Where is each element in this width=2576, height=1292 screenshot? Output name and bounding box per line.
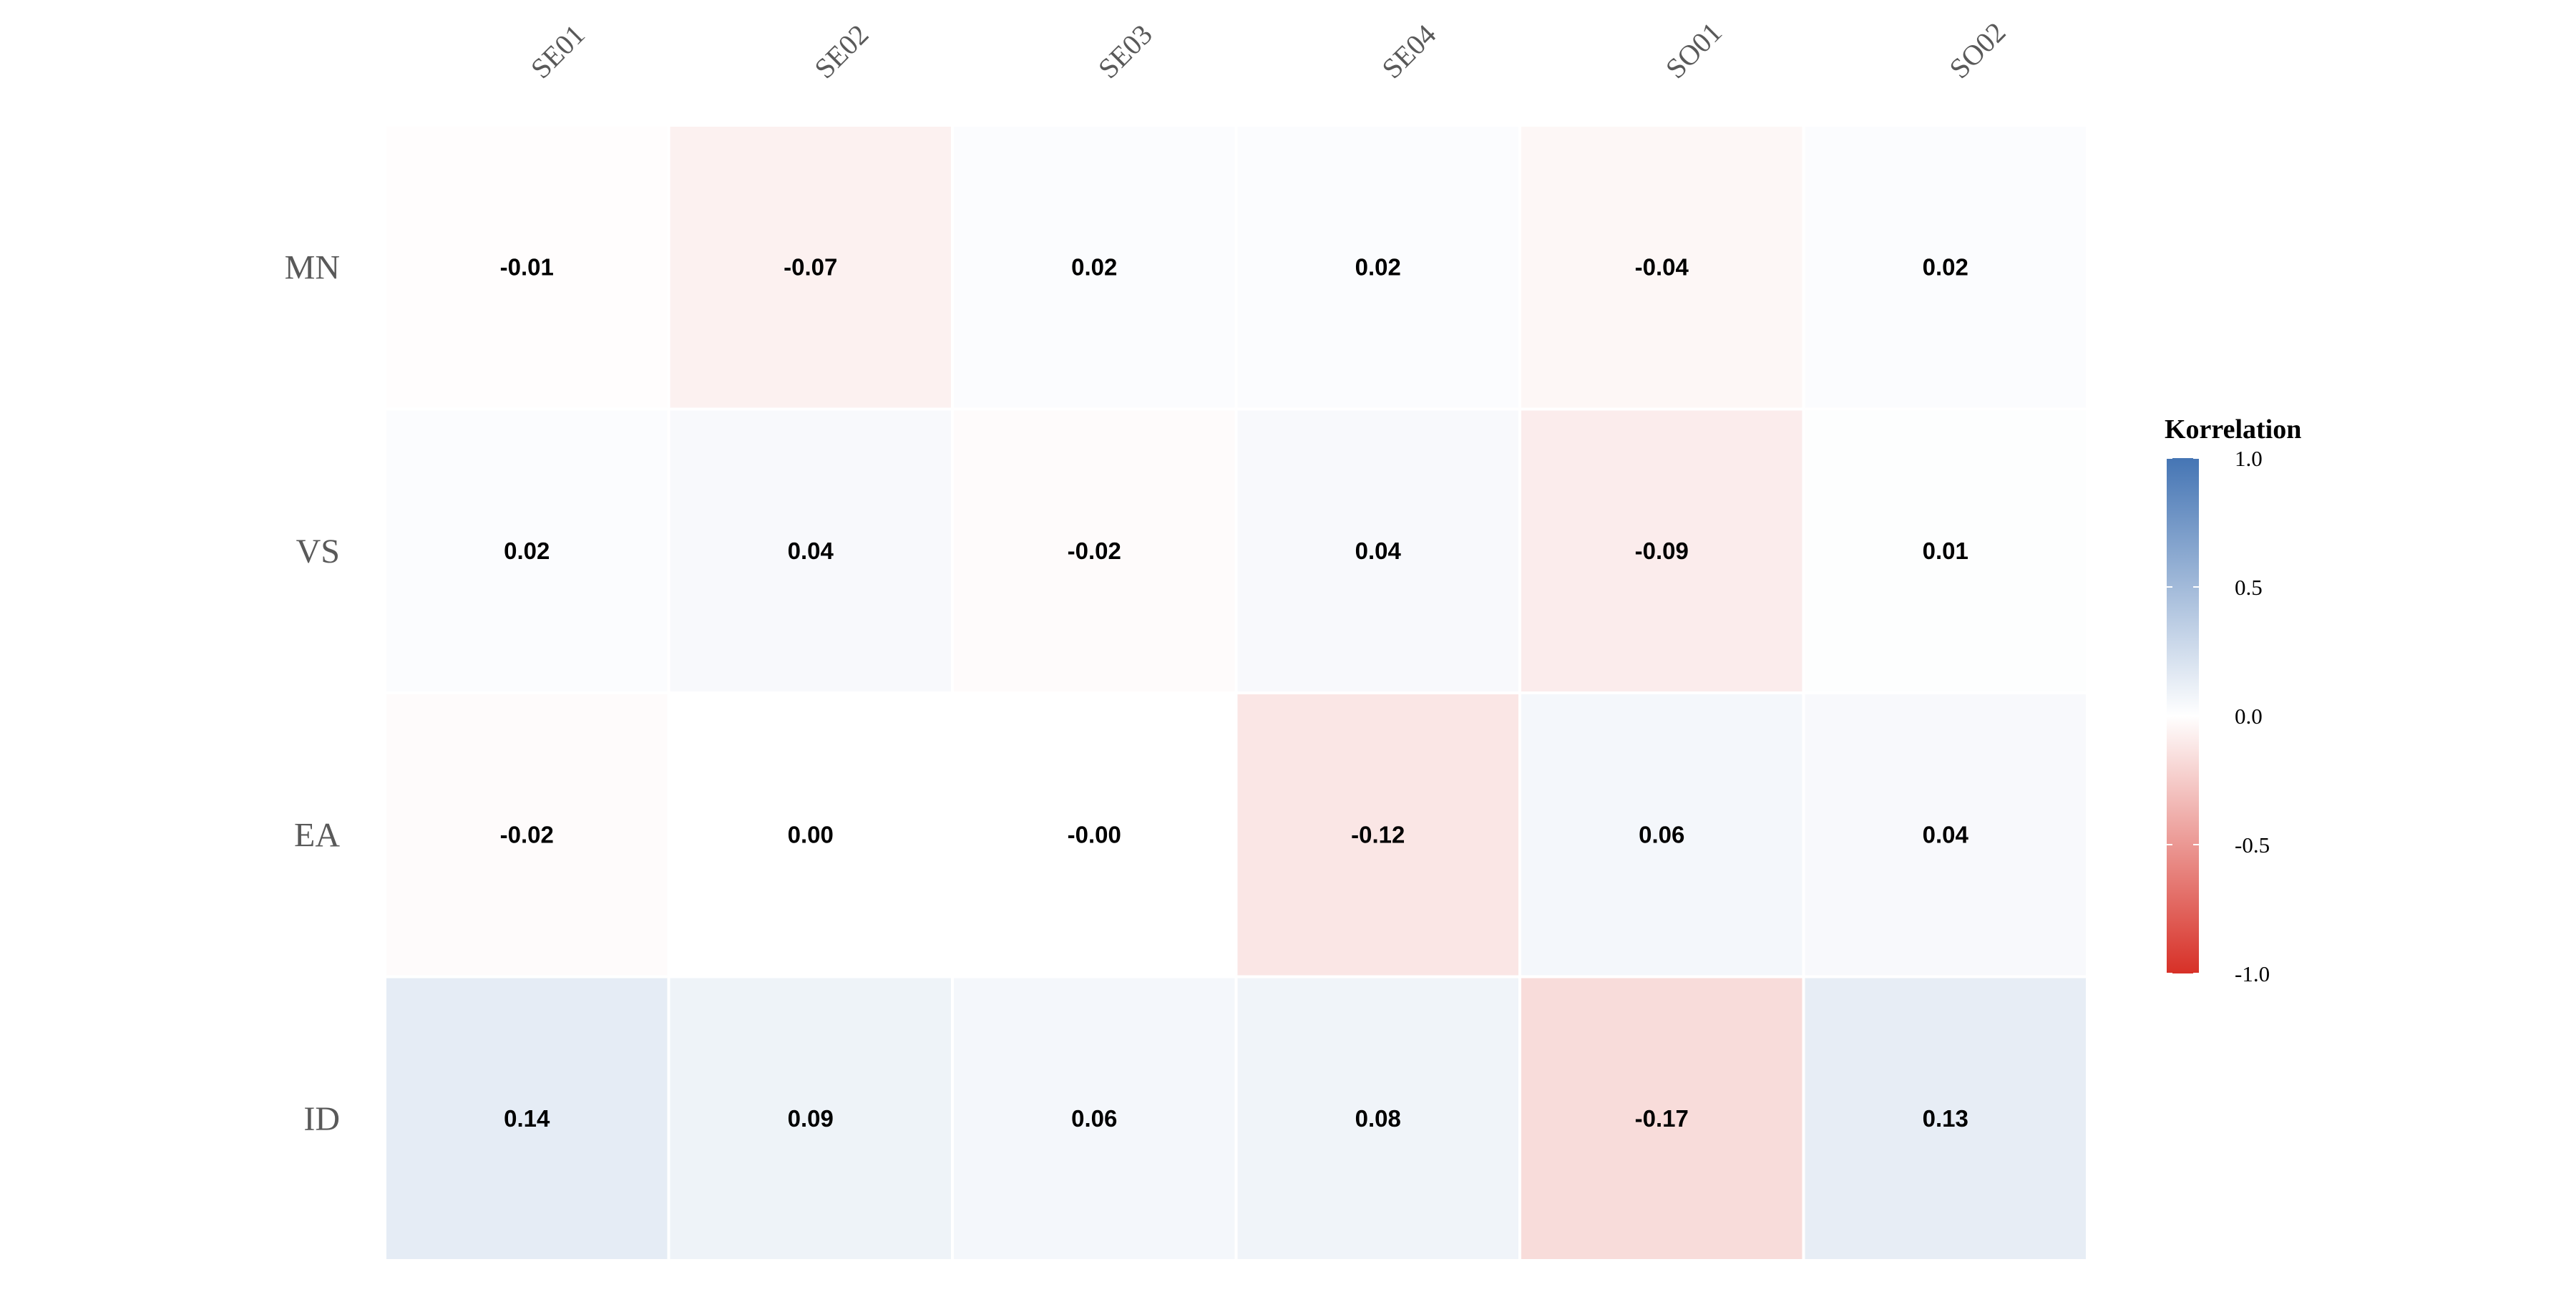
cell-value-label: -0.02 bbox=[500, 821, 554, 847]
x-tick-label: SE02 bbox=[808, 18, 874, 84]
cell-value-label: 0.13 bbox=[1923, 1105, 1968, 1132]
heatmap-cell-id-se04 bbox=[1237, 978, 1518, 1259]
heatmap-cell-ea-so01 bbox=[1521, 694, 1802, 976]
x-axis: SE01 SE02 SE03 SE04 SO01 SO02 bbox=[525, 16, 2012, 84]
cell-value-label: 0.02 bbox=[504, 538, 550, 564]
cell-value-label: 0.06 bbox=[1639, 821, 1684, 847]
legend-tick-label: -1.0 bbox=[2235, 961, 2270, 986]
x-tick-label: SO02 bbox=[1943, 16, 2011, 84]
cell-value-label: -0.02 bbox=[1068, 538, 1121, 564]
heatmap-cell-mn-se04 bbox=[1237, 127, 1518, 408]
cell-value-label: 0.02 bbox=[1355, 253, 1401, 280]
y-tick-label: VS bbox=[296, 533, 340, 570]
heatmap-cell-id-se03 bbox=[954, 978, 1235, 1259]
heatmap-cell-mn-se02 bbox=[670, 127, 951, 408]
x-tick-label: SE01 bbox=[525, 18, 591, 84]
x-tick-label: SE04 bbox=[1375, 18, 1442, 84]
cell-value-label: -0.17 bbox=[1635, 1105, 1689, 1132]
heatmap-cell-mn-so01 bbox=[1521, 127, 1802, 408]
cell-value-label: -0.07 bbox=[784, 253, 837, 280]
cell-value-label: 0.08 bbox=[1355, 1105, 1401, 1132]
y-tick-label: MN bbox=[285, 248, 340, 286]
heatmap-cell-id-se02 bbox=[670, 978, 951, 1259]
cell-value-label: 0.02 bbox=[1923, 253, 1968, 280]
cell-value-label: 0.04 bbox=[788, 538, 834, 564]
heatmap-cell-ea-se02 bbox=[670, 694, 951, 976]
heatmap-cell-vs-se03 bbox=[954, 410, 1235, 691]
legend-tick-label: 1.0 bbox=[2235, 446, 2263, 471]
heatmap-cell-id-se01 bbox=[386, 978, 668, 1259]
legend-tick-label: -0.5 bbox=[2235, 832, 2270, 858]
x-tick-label: SE03 bbox=[1092, 18, 1158, 84]
heatmap-cell-vs-se04 bbox=[1237, 410, 1518, 691]
heatmap-cell-mn-so02 bbox=[1805, 127, 2086, 408]
heatmap-cell-ea-se01 bbox=[386, 694, 668, 976]
heatmap-cells bbox=[386, 127, 2086, 1259]
y-axis: MN VS EA ID bbox=[285, 248, 341, 1138]
heatmap-cell-id-so01 bbox=[1521, 978, 1802, 1259]
heatmap-cell-vs-se01 bbox=[386, 410, 668, 691]
cell-value-label: -0.01 bbox=[500, 253, 554, 280]
heatmap-cell-ea-so02 bbox=[1805, 694, 2086, 976]
cell-value-label: 0.01 bbox=[1923, 538, 1968, 564]
heatmap-cell-ea-se03 bbox=[954, 694, 1235, 976]
heatmap-cell-vs-so01 bbox=[1521, 410, 1802, 691]
heatmap-cell-mn-se01 bbox=[386, 127, 668, 408]
cell-value-label: 0.00 bbox=[788, 821, 834, 847]
y-tick-label: EA bbox=[294, 816, 340, 854]
cell-value-label: -0.04 bbox=[1635, 253, 1689, 280]
heatmap-cell-id-so02 bbox=[1805, 978, 2086, 1259]
cell-value-label: 0.04 bbox=[1923, 821, 1969, 847]
cell-value-label: -0.09 bbox=[1635, 538, 1689, 564]
heatmap-cell-mn-se03 bbox=[954, 127, 1235, 408]
x-tick-label: SO01 bbox=[1659, 16, 1728, 84]
heatmap-cell-vs-so02 bbox=[1805, 410, 2086, 691]
cell-value-label: 0.02 bbox=[1071, 253, 1117, 280]
cell-value-label: 0.09 bbox=[788, 1105, 834, 1132]
legend-tick-label: 0.5 bbox=[2235, 575, 2263, 600]
cell-value-label: -0.00 bbox=[1068, 821, 1121, 847]
legend-tick-label: 0.0 bbox=[2235, 704, 2263, 729]
legend-title: Korrelation bbox=[2165, 414, 2301, 445]
heatmap-cell-labels: -0.01 -0.07 0.02 0.02 -0.04 0.02 0.02 0.04 -0.02… bbox=[500, 253, 1969, 1132]
heatmap-cell-vs-se02 bbox=[670, 410, 951, 691]
heatmap-cell-ea-se04 bbox=[1237, 694, 1518, 976]
cell-value-label: 0.04 bbox=[1355, 538, 1402, 564]
cell-value-label: 0.14 bbox=[504, 1105, 550, 1132]
cell-value-label: 0.06 bbox=[1071, 1105, 1117, 1132]
cell-value-label: -0.12 bbox=[1351, 821, 1405, 847]
y-tick-label: ID bbox=[303, 1100, 340, 1138]
